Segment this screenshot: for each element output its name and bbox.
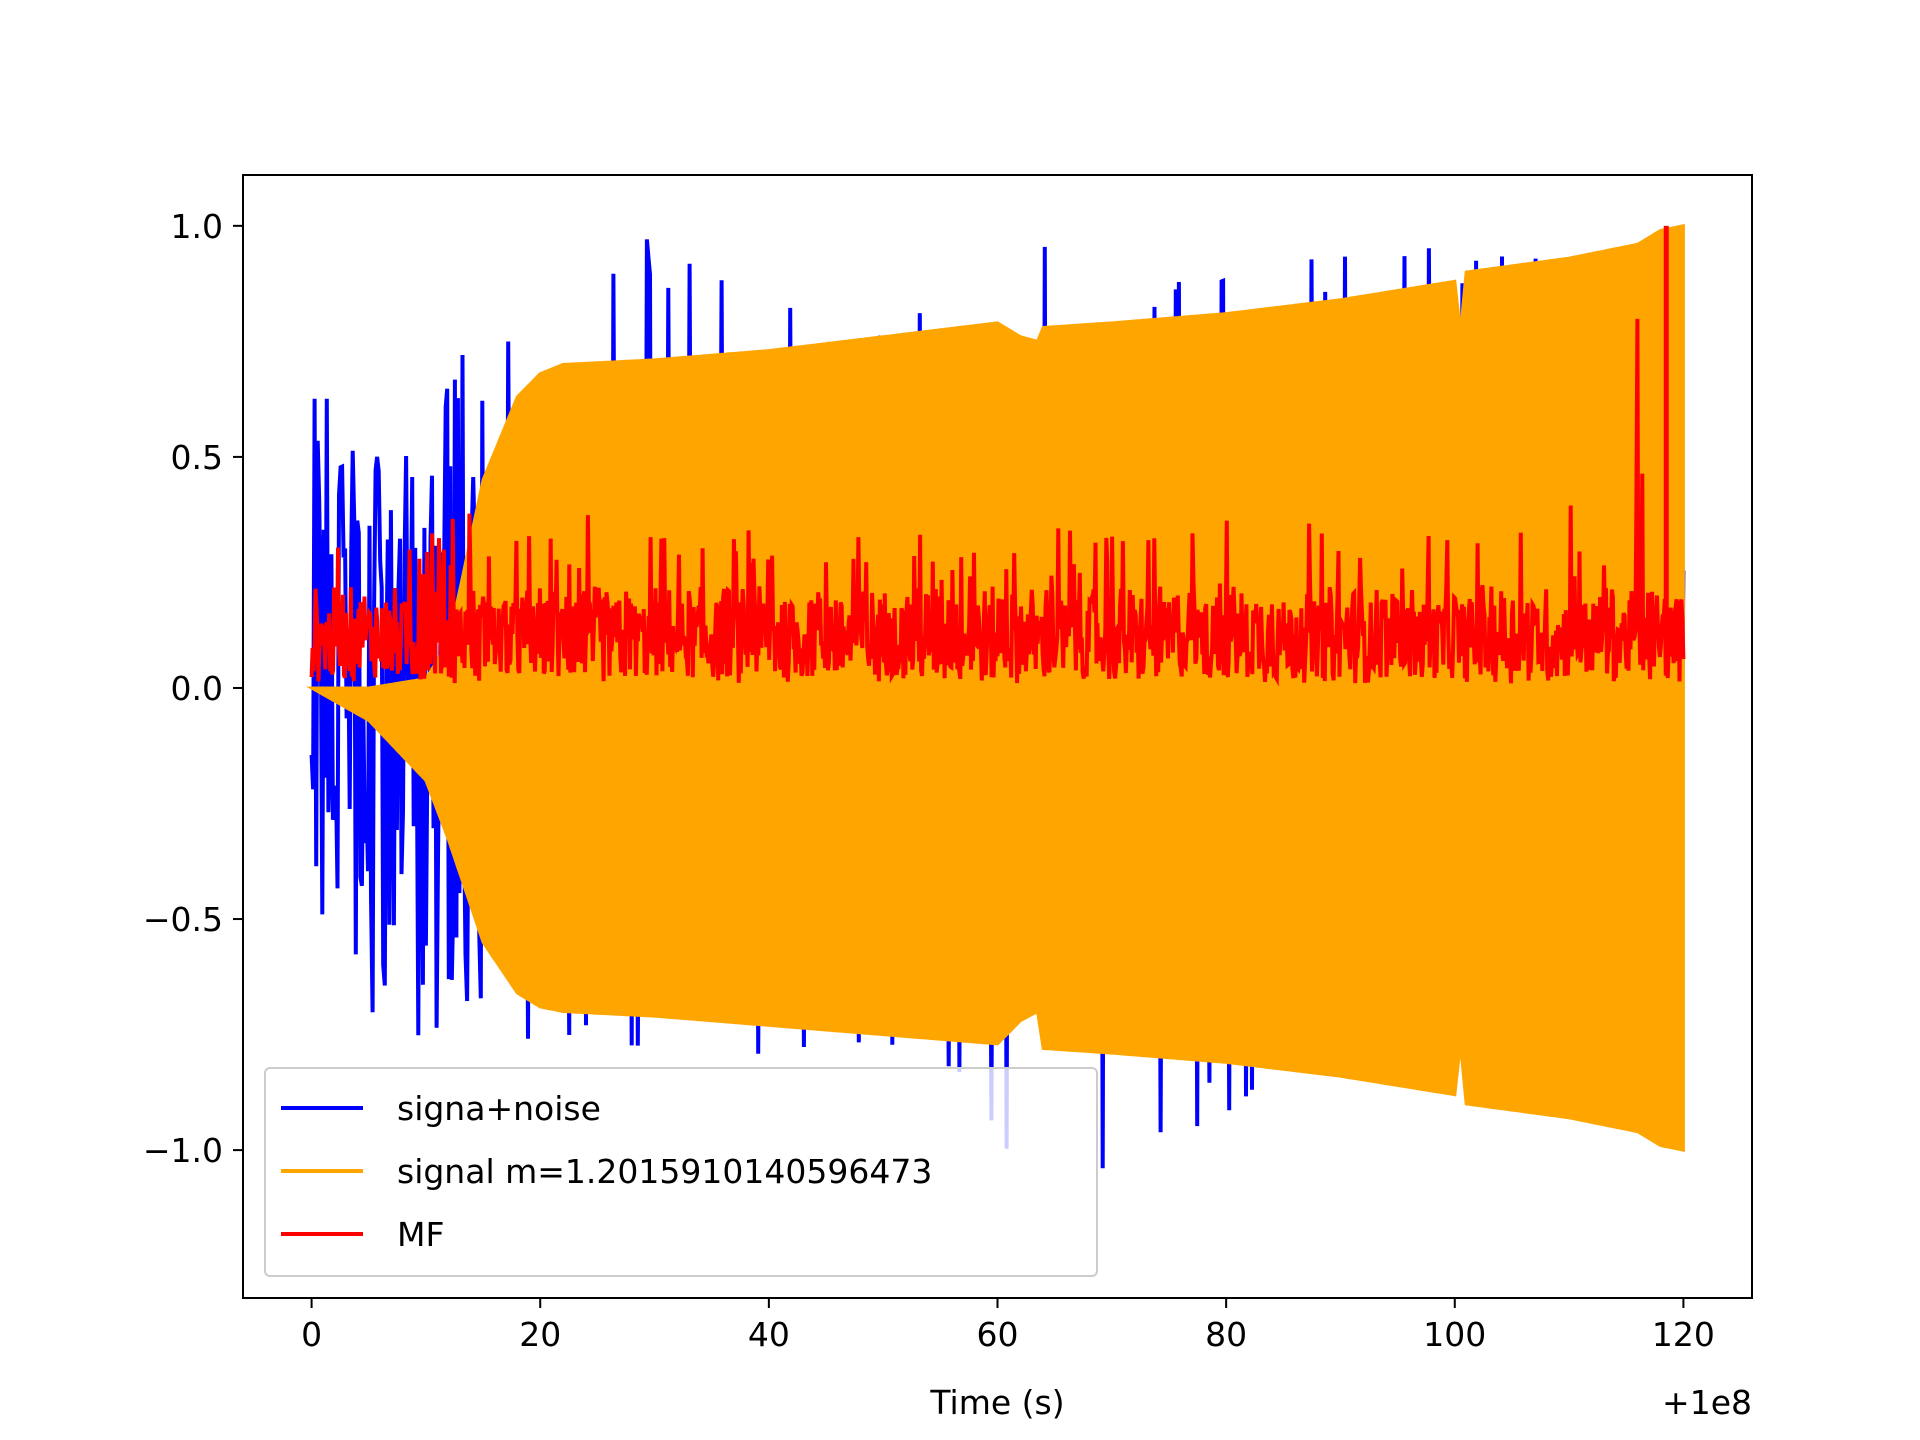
x-tick-label: 40 — [748, 1315, 790, 1354]
y-tick-label: 0.0 — [171, 669, 223, 708]
x-tick-label: 60 — [977, 1315, 1019, 1354]
legend-label: signal m=1.2015910140596473 — [397, 1152, 932, 1191]
y-tick-label: 1.0 — [171, 207, 223, 246]
legend-label: MF — [397, 1215, 444, 1254]
x-tick-label: 0 — [301, 1315, 322, 1354]
x-axis-offset-label: +1e8 — [1662, 1383, 1752, 1422]
x-tick-label: 120 — [1652, 1315, 1715, 1354]
y-axis: 1.0 0.5 0.0 −0.5 −1.0 — [143, 207, 243, 1170]
y-tick-label: 0.5 — [171, 438, 223, 477]
y-tick-label: −1.0 — [143, 1131, 223, 1170]
x-axis-label: Time (s) — [929, 1383, 1064, 1422]
y-tick-label: −0.5 — [143, 900, 223, 939]
series-signal-envelope — [305, 223, 1685, 1152]
x-tick-label: 20 — [519, 1315, 561, 1354]
x-tick-label: 80 — [1205, 1315, 1247, 1354]
legend: signa+noise signal m=1.2015910140596473 MF — [264, 1067, 1098, 1277]
series-mf-line — [309, 318, 1686, 687]
legend-items: signa+noise signal m=1.2015910140596473 MF — [281, 1089, 932, 1254]
x-axis: 0 20 40 60 80 100 120 — [301, 1298, 1715, 1354]
x-tick-label: 100 — [1423, 1315, 1486, 1354]
series-group — [305, 223, 1686, 1169]
plot-area — [305, 223, 1686, 1169]
legend-box — [264, 1067, 1098, 1277]
legend-label: signa+noise — [397, 1089, 601, 1128]
